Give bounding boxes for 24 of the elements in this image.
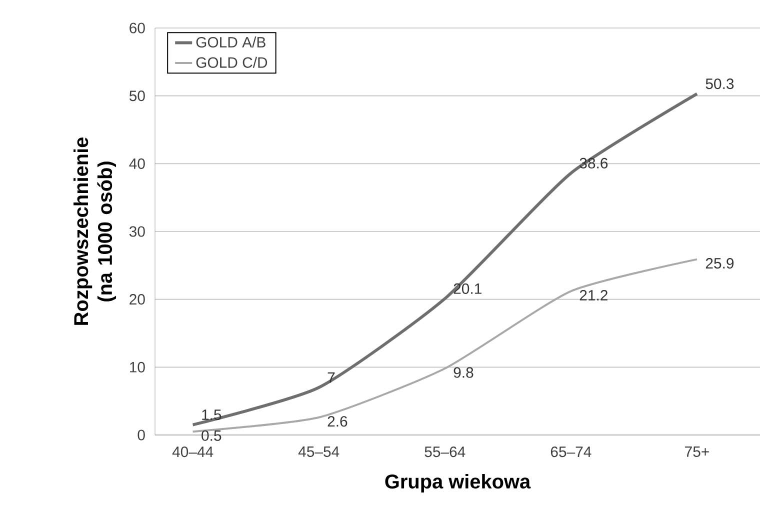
y-axis-title: Rozpowszechnienie (na 1000 osób): [74, 138, 116, 325]
data-label: 1.5: [202, 410, 222, 420]
x-axis-title: Grupa wiekowa: [385, 474, 531, 493]
y-tick-label: 40: [129, 158, 145, 169]
data-label: 21.2: [580, 290, 608, 300]
legend-label: GOLD A/B: [196, 36, 266, 48]
x-tick-label: 55–64: [424, 446, 466, 458]
y-tick-label: 30: [129, 226, 145, 237]
x-tick-label: 40–44: [172, 446, 214, 458]
y-tick-label: 0: [138, 430, 145, 440]
line-series: [191, 92, 698, 426]
legend-label: GOLD C/D: [196, 56, 268, 68]
y-tick-label: 10: [130, 362, 145, 372]
data-label: 9.8: [454, 367, 474, 378]
data-label: 25.9: [706, 258, 734, 269]
y-tick-label: 20: [130, 294, 145, 305]
y-tick-label: 60: [130, 22, 145, 34]
data-label: 2.6: [328, 416, 348, 427]
data-label: 50.3: [706, 78, 734, 90]
y-tick-label: 50: [129, 90, 145, 102]
x-tick-label: 45–54: [298, 446, 340, 457]
data-label: 0.5: [202, 430, 222, 441]
x-tick-label: 75+: [685, 446, 709, 457]
x-tick-label: 65–74: [550, 446, 592, 458]
